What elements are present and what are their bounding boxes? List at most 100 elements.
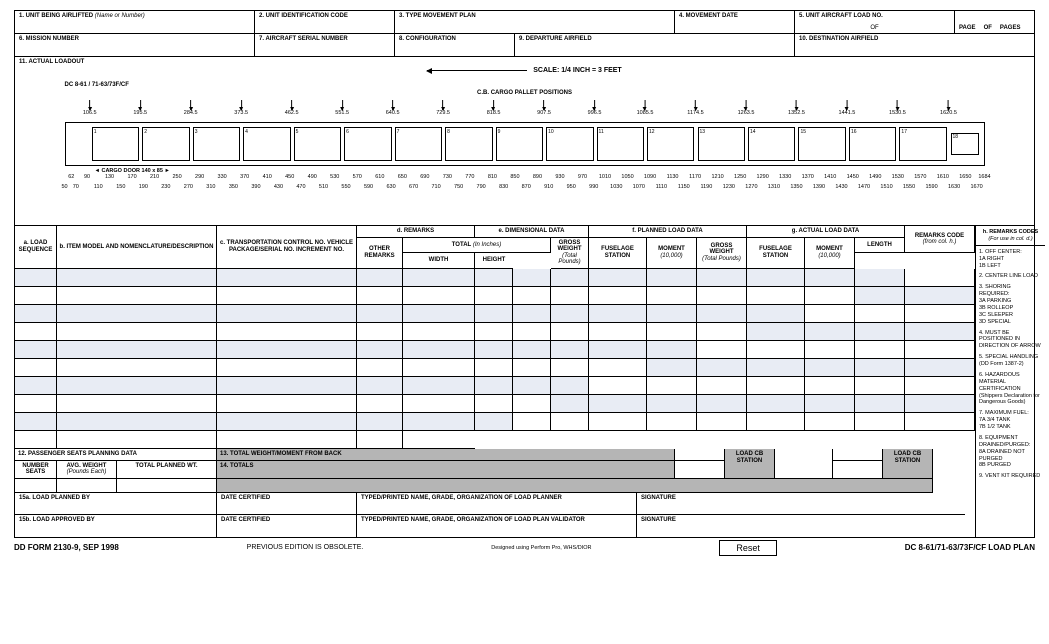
table-cell[interactable] <box>475 395 513 413</box>
table-cell[interactable] <box>475 341 513 359</box>
table-cell[interactable] <box>357 395 403 413</box>
table-cell[interactable] <box>15 305 57 323</box>
table-cell[interactable] <box>475 413 513 431</box>
table-cell[interactable] <box>647 323 697 341</box>
table-cell[interactable] <box>589 413 647 431</box>
field-1[interactable]: 1. UNIT BEING AIRLIFTED (Name or Number) <box>15 11 255 33</box>
datecert-b[interactable]: DATE CERTIFIED <box>217 515 357 537</box>
field-10[interactable]: 10. DESTINATION AIRFIELD <box>795 34 1035 56</box>
field-8[interactable]: 8. CONFIGURATION <box>395 34 515 56</box>
reset-button[interactable]: Reset <box>719 540 777 556</box>
table-cell[interactable] <box>905 377 975 395</box>
field-2[interactable]: 2. UNIT IDENTIFICATION CODE <box>255 11 395 33</box>
table-cell[interactable] <box>805 323 855 341</box>
table-cell[interactable] <box>403 395 475 413</box>
table-cell[interactable] <box>57 341 217 359</box>
blank-8[interactable] <box>117 479 217 493</box>
table-cell[interactable] <box>805 395 855 413</box>
table-cell[interactable] <box>647 305 697 323</box>
table-cell[interactable] <box>403 341 475 359</box>
table-cell[interactable] <box>217 359 357 377</box>
typed-b[interactable]: TYPED/PRINTED NAME, GRADE, ORGANIZATION … <box>357 515 637 537</box>
table-cell[interactable] <box>589 359 647 377</box>
table-cell[interactable] <box>905 341 975 359</box>
table-cell[interactable] <box>589 395 647 413</box>
table-cell[interactable] <box>747 359 805 377</box>
table-cell[interactable] <box>551 377 589 395</box>
table-cell[interactable] <box>747 395 805 413</box>
table-cell[interactable] <box>551 287 589 305</box>
table-cell[interactable] <box>805 305 855 323</box>
table-cell[interactable] <box>855 395 905 413</box>
blank-3[interactable] <box>833 449 883 461</box>
table-cell[interactable] <box>57 395 217 413</box>
table-cell[interactable] <box>357 413 403 431</box>
table-cell[interactable] <box>747 287 805 305</box>
table-cell[interactable] <box>855 269 905 287</box>
table-cell[interactable] <box>357 431 403 449</box>
table-cell[interactable] <box>855 413 905 431</box>
table-cell[interactable] <box>217 341 357 359</box>
field-15a[interactable]: 15a. LOAD PLANNED BY <box>15 493 217 515</box>
field-7[interactable]: 7. AIRCRAFT SERIAL NUMBER <box>255 34 395 56</box>
table-cell[interactable] <box>15 359 57 377</box>
table-cell[interactable] <box>513 359 551 377</box>
table-cell[interactable] <box>747 323 805 341</box>
table-cell[interactable] <box>805 341 855 359</box>
table-cell[interactable] <box>905 269 975 287</box>
table-cell[interactable] <box>855 377 905 395</box>
table-cell[interactable] <box>647 341 697 359</box>
table-cell[interactable] <box>697 341 747 359</box>
table-cell[interactable] <box>697 323 747 341</box>
table-cell[interactable] <box>589 287 647 305</box>
table-cell[interactable] <box>589 377 647 395</box>
table-cell[interactable] <box>551 359 589 377</box>
table-cell[interactable] <box>15 323 57 341</box>
table-cell[interactable] <box>217 395 357 413</box>
table-cell[interactable] <box>805 287 855 305</box>
table-cell[interactable] <box>589 269 647 287</box>
table-cell[interactable] <box>217 323 357 341</box>
table-cell[interactable] <box>855 341 905 359</box>
table-cell[interactable] <box>475 359 513 377</box>
table-cell[interactable] <box>647 395 697 413</box>
blank-1[interactable] <box>675 449 725 461</box>
table-cell[interactable] <box>513 377 551 395</box>
table-cell[interactable] <box>855 305 905 323</box>
table-cell[interactable] <box>551 413 589 431</box>
table-cell[interactable] <box>357 377 403 395</box>
table-cell[interactable] <box>403 431 475 449</box>
table-cell[interactable] <box>475 305 513 323</box>
table-cell[interactable] <box>475 377 513 395</box>
table-cell[interactable] <box>747 305 805 323</box>
table-cell[interactable] <box>357 323 403 341</box>
sig-b[interactable]: SIGNATURE <box>637 515 965 537</box>
table-cell[interactable] <box>747 269 805 287</box>
table-cell[interactable] <box>403 269 475 287</box>
table-cell[interactable] <box>57 413 217 431</box>
table-cell[interactable] <box>697 287 747 305</box>
table-cell[interactable] <box>805 269 855 287</box>
table-cell[interactable] <box>403 359 475 377</box>
table-cell[interactable] <box>747 413 805 431</box>
table-cell[interactable] <box>57 305 217 323</box>
table-cell[interactable] <box>747 377 805 395</box>
table-cell[interactable] <box>647 269 697 287</box>
table-cell[interactable] <box>217 305 357 323</box>
table-cell[interactable] <box>905 395 975 413</box>
table-cell[interactable] <box>551 341 589 359</box>
table-cell[interactable] <box>647 359 697 377</box>
table-cell[interactable] <box>475 323 513 341</box>
table-cell[interactable] <box>403 323 475 341</box>
table-cell[interactable] <box>513 269 551 287</box>
table-cell[interactable] <box>551 395 589 413</box>
field-9[interactable]: 9. DEPARTURE AIRFIELD <box>515 34 795 56</box>
table-cell[interactable] <box>357 287 403 305</box>
table-cell[interactable] <box>57 287 217 305</box>
table-cell[interactable] <box>403 377 475 395</box>
table-cell[interactable] <box>57 431 217 449</box>
table-cell[interactable] <box>217 413 357 431</box>
table-cell[interactable] <box>905 287 975 305</box>
blank-5[interactable] <box>833 461 883 479</box>
table-cell[interactable] <box>513 323 551 341</box>
